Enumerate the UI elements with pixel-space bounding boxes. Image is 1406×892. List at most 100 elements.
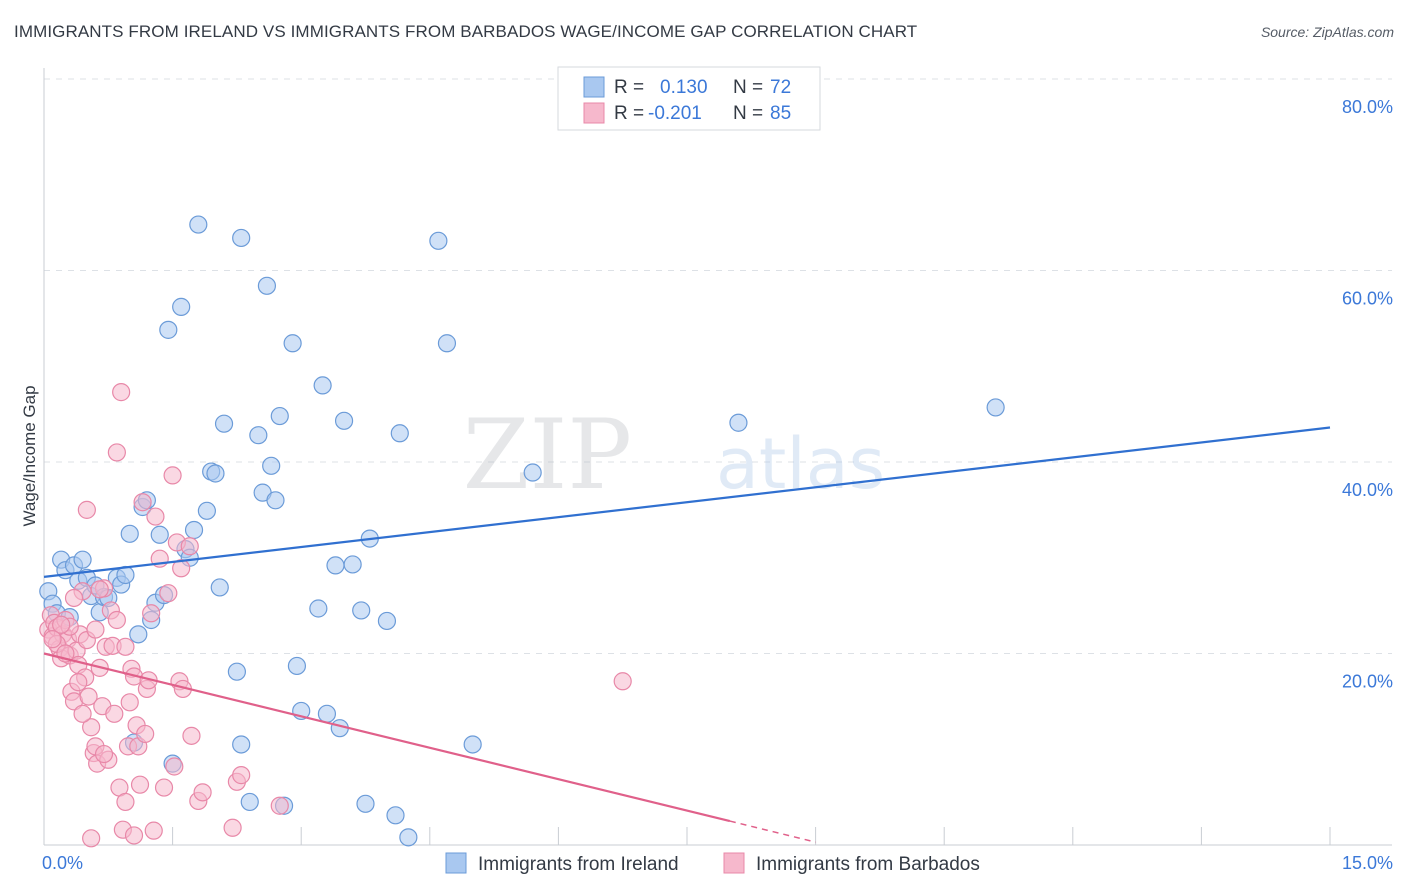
- barbados-point: [52, 615, 71, 634]
- barbados-trend-line: [43, 652, 731, 823]
- ireland-point: [352, 601, 371, 620]
- barbados-point: [154, 778, 174, 797]
- series-legend: Immigrants from Ireland Immigrants from …: [445, 852, 980, 875]
- barbados-point: [94, 744, 114, 764]
- barbados-point: [142, 604, 161, 623]
- ireland-point: [232, 735, 251, 754]
- barbados-point: [613, 672, 632, 691]
- ireland-point: [227, 662, 246, 681]
- y-tick-label: 40.0%: [1342, 480, 1393, 500]
- ireland-point: [262, 456, 281, 475]
- barbados-point: [64, 588, 84, 608]
- barbados-point: [144, 821, 163, 840]
- barbados-point: [112, 383, 131, 402]
- y-axis-label: Wage/Income Gap: [20, 385, 39, 526]
- series-legend-label-barbados: Immigrants from Barbados: [756, 854, 980, 875]
- ireland-point: [390, 424, 409, 443]
- ireland-point: [334, 411, 354, 430]
- barbados-point: [116, 792, 135, 812]
- watermark-atlas: atlas: [716, 423, 885, 505]
- ireland-point: [120, 524, 139, 543]
- ireland-point: [270, 406, 289, 426]
- ireland-point: [232, 228, 251, 248]
- ireland-point: [189, 215, 208, 234]
- ireland-point: [437, 334, 457, 353]
- ireland-point: [240, 792, 259, 812]
- ireland-point: [463, 735, 482, 754]
- barbados-point: [270, 796, 289, 815]
- ireland-point: [429, 231, 448, 250]
- ireland-point: [377, 611, 397, 631]
- watermark-zip: ZIP: [463, 399, 632, 511]
- ireland-point: [257, 276, 277, 295]
- ireland-trend-line: [43, 426, 1331, 578]
- ireland-point: [729, 413, 748, 432]
- barbados-point: [77, 500, 96, 519]
- barbados-point: [232, 766, 251, 785]
- barbados-point: [107, 610, 126, 630]
- ireland-point: [399, 828, 418, 847]
- barbados-point: [136, 724, 155, 744]
- ireland-point: [386, 806, 405, 825]
- legend-r-value-ireland: 0.130: [660, 77, 708, 98]
- ireland-point: [197, 501, 216, 520]
- grid-layer: [44, 78, 1392, 654]
- barbados-point: [82, 829, 101, 848]
- barbados-point: [73, 704, 92, 723]
- ireland-point: [313, 376, 332, 395]
- legend-n-value-ireland: 72: [770, 77, 791, 98]
- ireland-point: [210, 578, 229, 597]
- x-tick-label-min: 0.0%: [42, 853, 83, 873]
- barbados-point: [90, 580, 109, 599]
- ireland-point: [326, 556, 345, 575]
- barbados-point: [124, 826, 144, 845]
- chart-source: Source: ZipAtlas.com: [1260, 24, 1394, 40]
- barbados-point: [105, 704, 124, 723]
- legend-n-label-barbados: N =: [733, 103, 763, 124]
- barbados-point: [120, 693, 139, 712]
- barbados-point: [193, 783, 212, 802]
- trend-layer: [43, 426, 1331, 843]
- barbados-point: [172, 559, 191, 578]
- ireland-point: [317, 704, 337, 723]
- barbados-point: [133, 493, 152, 512]
- ireland-point: [523, 463, 542, 482]
- barbados-point: [223, 818, 242, 837]
- barbados-point: [107, 443, 126, 462]
- barbados-point: [146, 507, 165, 526]
- ireland-point: [172, 297, 191, 316]
- barbados-point: [116, 637, 135, 656]
- ireland-point: [214, 414, 234, 433]
- barbados-point: [79, 687, 98, 706]
- series-legend-swatch-ireland: [445, 852, 467, 874]
- ireland-point: [343, 555, 362, 574]
- barbados-point: [159, 584, 178, 603]
- ireland-point: [266, 491, 285, 510]
- ireland-point: [150, 525, 169, 544]
- y-tick-label: 60.0%: [1342, 289, 1393, 309]
- barbados-trend-extension: [729, 820, 816, 843]
- ireland-point: [206, 464, 225, 483]
- barbados-point: [130, 775, 150, 794]
- series-legend-swatch-barbados: [723, 852, 745, 874]
- barbados-point: [163, 466, 182, 485]
- barbados-point: [165, 757, 184, 776]
- legend-r-label-barbados: R =: [614, 103, 644, 124]
- ireland-point: [309, 599, 328, 618]
- points-layer: [39, 215, 1005, 848]
- ireland-point: [249, 426, 268, 445]
- y-tick-label: 80.0%: [1342, 97, 1393, 117]
- stats-legend: R = 0.130 N = 72 R = -0.201 N = 85: [557, 66, 821, 131]
- ireland-point: [159, 320, 178, 339]
- axis-layer: 20.0% 40.0% 60.0% 80.0% 0.0% 15.0%: [42, 68, 1393, 873]
- ireland-point: [356, 794, 375, 813]
- legend-swatch-ireland: [583, 76, 605, 98]
- ireland-point: [986, 398, 1005, 417]
- barbados-point: [86, 620, 105, 639]
- y-tick-label: 20.0%: [1342, 672, 1393, 692]
- legend-n-label-ireland: N =: [733, 77, 763, 98]
- x-tick-label-max: 15.0%: [1342, 853, 1393, 873]
- ireland-point: [129, 625, 148, 644]
- legend-swatch-barbados: [583, 102, 605, 124]
